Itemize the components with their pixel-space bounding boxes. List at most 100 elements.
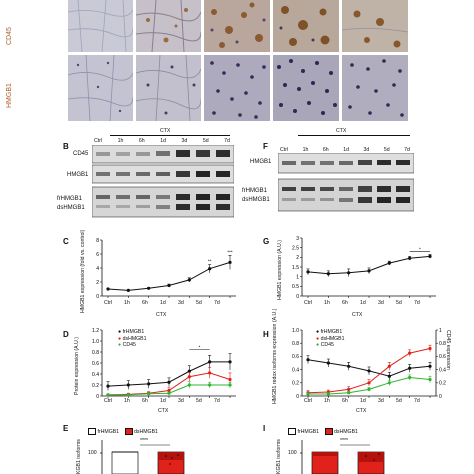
ctx-bracket bbox=[298, 135, 410, 136]
data-point bbox=[347, 271, 351, 275]
data-point bbox=[187, 278, 191, 282]
data-point bbox=[347, 391, 351, 395]
x-tick-label: 1h bbox=[124, 398, 130, 404]
tissue-image bbox=[273, 55, 339, 121]
y-tick-label: 0.4 bbox=[92, 372, 99, 378]
y-tick-label: 2 bbox=[96, 280, 99, 286]
x-tick-label: 7d bbox=[414, 398, 420, 404]
y-tick-label: 4 bbox=[96, 266, 99, 272]
x-axis-label: CTX bbox=[156, 312, 167, 318]
significance-stars: * bbox=[419, 247, 421, 252]
blot-label-cd45: CD45 bbox=[73, 151, 89, 157]
y-tick-label: 2.5 bbox=[292, 245, 299, 251]
y-tick-label: 0.4 bbox=[292, 367, 299, 373]
x-axis-label: CTX bbox=[356, 408, 367, 414]
y-tick-label: 2 bbox=[296, 255, 299, 261]
chart-axes: 0 0.2 0.4 0.6 0.8 1.0 0 0.2 0.4 0.6 0.8 1 bbox=[292, 328, 446, 400]
x-tick-label: 3d bbox=[378, 300, 384, 306]
panel-letter: H bbox=[263, 330, 269, 339]
data-point bbox=[326, 272, 330, 276]
tissue-image bbox=[136, 0, 201, 52]
legend-label: dsHMGB1 bbox=[333, 428, 358, 435]
tissue-image bbox=[204, 55, 270, 121]
data-point bbox=[326, 361, 330, 365]
y-tick-label: 8 bbox=[96, 238, 99, 244]
chart-marks bbox=[306, 344, 432, 396]
data-point bbox=[228, 377, 232, 382]
ctx-bracket bbox=[110, 135, 230, 136]
y-tick-label: 100 bbox=[288, 450, 297, 456]
x-tick-label: 1d bbox=[160, 398, 166, 404]
row-label-hmgb1: HMGB1 bbox=[6, 83, 13, 108]
y-axis-label: HMGB1 redox isoforms expression (A.U.) bbox=[272, 308, 278, 404]
lane-label: 6h bbox=[322, 147, 329, 153]
data-point bbox=[306, 270, 310, 274]
x-tick-label: 3d bbox=[178, 300, 184, 306]
y-axis-label: KGB1 isoforms bbox=[276, 439, 282, 474]
data-point bbox=[367, 369, 371, 373]
y-tick-label: 1.2 bbox=[92, 328, 99, 334]
blot-label-frhmgb1: frHMGB1 bbox=[57, 196, 83, 202]
blot-label-dshmgb1: dsHMGB1 bbox=[242, 197, 270, 203]
lane-label: 1h bbox=[302, 147, 309, 153]
data-point bbox=[228, 383, 232, 387]
legend-item: ● frHMGB1 bbox=[316, 329, 343, 335]
legend-label: dsHMGB1 bbox=[122, 335, 147, 342]
x-tick-label: 3d bbox=[178, 398, 184, 404]
data-point bbox=[306, 358, 310, 362]
data-point bbox=[208, 371, 212, 375]
data-point bbox=[126, 288, 130, 292]
panel-letter: B bbox=[63, 142, 69, 151]
blot-label-frhmgb1: frHMGB1 bbox=[242, 188, 268, 194]
y-tick-label: 0 bbox=[296, 294, 299, 300]
y-tick-label-right: 0.2 bbox=[439, 381, 446, 387]
data-point bbox=[126, 383, 130, 387]
lane-label: 7d bbox=[224, 138, 230, 144]
legend-item: ● CD45 bbox=[316, 342, 334, 348]
x-tick-label: 5d bbox=[396, 300, 402, 306]
x-tick-label: Ctrl bbox=[304, 300, 313, 306]
panel-letter: I bbox=[263, 424, 266, 433]
x-axis-label: CTX bbox=[352, 312, 363, 318]
chart-marks: ***** bbox=[106, 249, 233, 292]
x-tick-label: 1d bbox=[360, 398, 366, 404]
y-axis-label-right: CD45 expression bbox=[445, 330, 451, 370]
legend-label: frHMGB1 bbox=[297, 428, 320, 435]
chart-e bbox=[100, 440, 185, 474]
x-tick-label: 6h bbox=[142, 398, 148, 404]
data-point bbox=[367, 269, 371, 273]
legend-swatch bbox=[324, 428, 333, 435]
data-point bbox=[208, 267, 212, 271]
chart-axes: 0 0.2 0.4 0.6 0.8 1.0 1.2 bbox=[92, 328, 236, 400]
panel-letter: E bbox=[63, 424, 69, 433]
western-blot-f bbox=[278, 153, 414, 212]
data-point bbox=[408, 351, 412, 355]
data-point bbox=[387, 381, 391, 385]
legend-label: dsHMGB1 bbox=[320, 335, 345, 342]
lane-labels: Ctrl 1h 6h 1d 3d 5d 7d bbox=[94, 138, 230, 144]
data-point bbox=[428, 254, 432, 258]
blot-label-hmgb1: HMGB1 bbox=[250, 159, 272, 165]
y-tick-label: 0.6 bbox=[92, 361, 99, 367]
y-tick-label-right: 1 bbox=[439, 328, 442, 334]
tissue-image bbox=[136, 55, 201, 121]
x-tick-label: 7d bbox=[214, 398, 220, 404]
panel-letter: F bbox=[263, 142, 268, 151]
data-point bbox=[347, 364, 351, 368]
ctx-label: CTX bbox=[336, 128, 347, 134]
tissue-image bbox=[68, 55, 133, 121]
y-tick-label: 0.5 bbox=[292, 284, 299, 290]
x-tick-label: 1h bbox=[124, 300, 130, 306]
data-point bbox=[147, 392, 151, 396]
data-point bbox=[428, 346, 432, 351]
legend-label: frHMGB1 bbox=[97, 428, 120, 435]
legend: ● frHMGB1 ● dsHMGB1 ● CD45 bbox=[316, 329, 345, 349]
lane-label: 6h bbox=[138, 138, 145, 144]
panel-letter: C bbox=[63, 237, 69, 246]
data-point bbox=[228, 360, 232, 364]
chart-i bbox=[300, 440, 385, 474]
x-tick-label: 7d bbox=[214, 300, 220, 306]
tissue-image bbox=[342, 0, 408, 52]
data-point bbox=[428, 377, 432, 382]
y-tick-label-right: 0.8 bbox=[439, 341, 446, 347]
